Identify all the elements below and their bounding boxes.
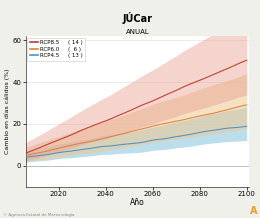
Text: ANUAL: ANUAL (125, 29, 149, 35)
X-axis label: Año: Año (130, 198, 145, 207)
Text: © Agencia Estatal de Meteorología: © Agencia Estatal de Meteorología (3, 213, 74, 217)
Text: A: A (250, 206, 257, 216)
Y-axis label: Cambio en días cálidos (%): Cambio en días cálidos (%) (4, 69, 10, 154)
Legend: RCP8.5     ( 14 ), RCP6.0     (  6 ), RCP4.5     ( 13 ): RCP8.5 ( 14 ), RCP6.0 ( 6 ), RCP4.5 ( 13… (27, 38, 85, 61)
Text: JÚCar: JÚCar (122, 12, 152, 24)
